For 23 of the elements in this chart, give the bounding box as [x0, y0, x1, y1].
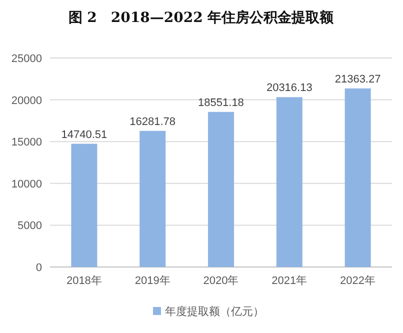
- data-label: 16281.78: [130, 116, 176, 128]
- x-tick-label: 2022年: [340, 275, 376, 287]
- bar: [140, 130, 166, 267]
- data-label: 20316.13: [266, 82, 312, 94]
- y-tick-label: 25000: [11, 53, 42, 65]
- bar: [344, 88, 371, 267]
- y-tick-label: 20000: [11, 94, 42, 107]
- x-tick-label: 2021年: [272, 275, 308, 287]
- bar: [208, 112, 234, 267]
- y-tick-label: 10000: [11, 178, 42, 190]
- legend-label: 年度提取额（亿元）: [165, 305, 264, 318]
- y-tick-label: 15000: [11, 136, 42, 149]
- bar: [71, 144, 98, 267]
- y-tick-label: 0: [36, 262, 42, 274]
- x-tick-label: 2020年: [203, 275, 239, 287]
- y-tick-label: 5000: [18, 220, 42, 232]
- data-label: 14740.51: [61, 128, 108, 141]
- chart-title: 图 2 2018—2022 年住房公积金提取额: [68, 9, 335, 26]
- data-label: 21363.27: [334, 73, 381, 86]
- bar: [276, 97, 302, 267]
- data-label: 18551.18: [198, 96, 244, 109]
- x-tick-label: 2019年: [134, 275, 170, 287]
- x-tick-label: 2018年: [66, 275, 102, 287]
